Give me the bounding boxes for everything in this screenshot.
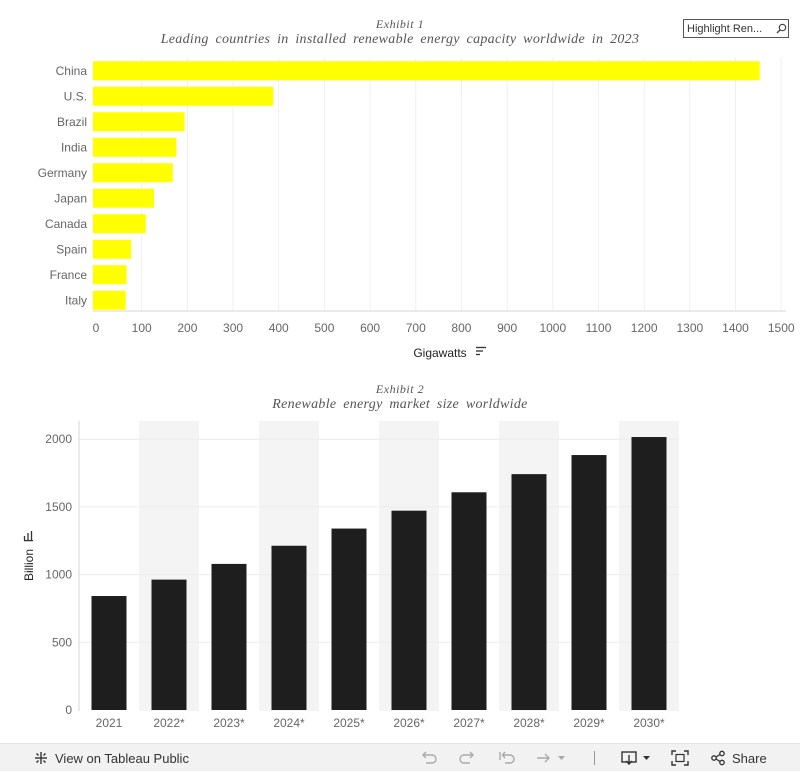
chart-2-bar[interactable] bbox=[391, 510, 427, 710]
fullscreen-icon bbox=[671, 750, 689, 766]
download-button[interactable] bbox=[621, 744, 653, 772]
exhibit-2-number: Exhibit 2 bbox=[375, 382, 425, 396]
refresh-icon bbox=[535, 750, 565, 766]
view-on-tableau-label: View on Tableau Public bbox=[55, 750, 189, 766]
chart-1-category-label: India bbox=[61, 140, 87, 154]
redo-icon bbox=[458, 750, 476, 766]
chart-1-category-label: China bbox=[56, 64, 88, 78]
chart-1-x-tick-label: 1500 bbox=[768, 321, 795, 335]
chart-2-y-tick-label: 2000 bbox=[45, 432, 72, 446]
chart-2-bar[interactable] bbox=[331, 528, 367, 710]
chart-1-bar[interactable] bbox=[93, 137, 177, 157]
chart-1-title: Leading countries in installed renewable… bbox=[160, 32, 640, 47]
chart-1-bar[interactable] bbox=[93, 188, 155, 208]
chart-1-x-tick-label: 800 bbox=[451, 321, 471, 335]
undo-button[interactable] bbox=[420, 744, 438, 772]
chart-1-bar[interactable] bbox=[93, 290, 126, 310]
exhibit-2-header: Exhibit 2 Renewable energy market size w… bbox=[0, 382, 800, 413]
fullscreen-button[interactable] bbox=[671, 744, 689, 772]
highlight-search-box[interactable]: Highlight Ren... bbox=[683, 19, 789, 38]
chart-2-bar[interactable] bbox=[91, 595, 127, 710]
chart-1-category-label: Spain bbox=[56, 242, 87, 256]
chart-1-x-tick-label: 0 bbox=[93, 321, 100, 335]
chart-1-x-tick-label: 900 bbox=[497, 321, 517, 335]
chart-2-category-label: 2025* bbox=[333, 716, 365, 730]
chart-1-x-tick-label: 600 bbox=[360, 321, 380, 335]
redo-button[interactable] bbox=[458, 744, 476, 772]
share-label: Share bbox=[732, 750, 767, 766]
chart-2-category-label: 2021 bbox=[96, 716, 123, 730]
chart-1-bar[interactable] bbox=[93, 112, 185, 132]
chart-1-x-tick-label: 700 bbox=[406, 321, 426, 335]
chart-2-bar[interactable] bbox=[151, 579, 187, 710]
chart-2-bar[interactable] bbox=[631, 437, 667, 710]
chart-1-category-label: Brazil bbox=[57, 115, 87, 129]
chart-2-bar[interactable] bbox=[571, 455, 607, 710]
chart-1-bar[interactable] bbox=[93, 239, 132, 259]
chart-1-x-tick-label: 400 bbox=[269, 321, 289, 335]
chart-2-category-label: 2027* bbox=[453, 716, 485, 730]
chart-1-x-tick-label: 100 bbox=[132, 321, 152, 335]
chart-1-x-axis-label: Gigawatts bbox=[413, 346, 466, 360]
chart-2-y-tick-label: 0 bbox=[65, 703, 72, 717]
share-button[interactable]: Share bbox=[710, 744, 767, 772]
chart-1-category-label: Germany bbox=[38, 166, 87, 180]
chart-2-y-tick-label: 500 bbox=[52, 635, 72, 649]
chart-2-category-label: 2030* bbox=[633, 716, 665, 730]
revert-button[interactable] bbox=[498, 744, 516, 772]
chart-2-category-label: 2022* bbox=[153, 716, 185, 730]
chart-1-category-label: Japan bbox=[54, 191, 87, 205]
chart-1-category-label: Italy bbox=[65, 293, 87, 307]
chart-2-title: Renewable energy market size worldwide bbox=[272, 397, 528, 412]
search-icon[interactable] bbox=[774, 22, 788, 36]
tableau-logo-icon bbox=[33, 750, 49, 766]
chart-1-x-tick-label: 1400 bbox=[722, 321, 749, 335]
chart-2-y-axis-label: Billion bbox=[22, 549, 36, 581]
toolbar-divider bbox=[594, 744, 595, 772]
chart-2-bar[interactable] bbox=[451, 492, 487, 710]
chart-2-category-label: 2026* bbox=[393, 716, 425, 730]
undo-icon bbox=[420, 750, 438, 766]
share-icon bbox=[710, 750, 726, 766]
chart-1-capacity-by-country: China U.S. Brazil India Germany Japan Canada Sp… bbox=[38, 58, 795, 360]
chart-2-y-tick-label: 1500 bbox=[45, 500, 72, 514]
chart-2-market-size: 0 500 1000 1500 2000 2021 2022* 2023* 2024* 2025… bbox=[22, 421, 679, 730]
chart-1-category-label: France bbox=[50, 268, 88, 282]
download-icon bbox=[621, 750, 653, 766]
chart-1-x-tick-label: 300 bbox=[223, 321, 243, 335]
chart-1-bar[interactable] bbox=[93, 86, 274, 106]
chart-1-category-label: Canada bbox=[45, 217, 87, 231]
chart-1-x-tick-label: 200 bbox=[177, 321, 197, 335]
chart-2-category-label: 2024* bbox=[273, 716, 305, 730]
exhibit-1-header: Exhibit 1 Leading countries in installed… bbox=[0, 17, 800, 48]
exhibit-1-number: Exhibit 1 bbox=[375, 17, 425, 31]
view-on-tableau-button[interactable]: View on Tableau Public bbox=[33, 744, 189, 772]
chart-2-category-label: 2028* bbox=[513, 716, 545, 730]
chart-1-bar[interactable] bbox=[93, 265, 127, 285]
revert-icon bbox=[498, 750, 516, 766]
chart-2-bar[interactable] bbox=[211, 563, 247, 710]
highlight-search-placeholder: Highlight Ren... bbox=[687, 22, 763, 35]
chart-1-x-tick-label: 1100 bbox=[586, 321, 612, 335]
chart-1-bar[interactable] bbox=[93, 163, 173, 183]
chart-1-x-tick-label: 1200 bbox=[631, 321, 658, 335]
chart-2-bar[interactable] bbox=[271, 545, 307, 710]
chart-1-x-tick-label: 1300 bbox=[676, 321, 703, 335]
chart-1-x-tick-label: 1000 bbox=[539, 321, 566, 335]
chart-1-bar[interactable] bbox=[93, 214, 146, 234]
chart-1-category-label: U.S. bbox=[64, 89, 87, 103]
chart-1-x-tick-label: 500 bbox=[314, 321, 334, 335]
chart-2-y-tick-label: 1000 bbox=[45, 568, 72, 582]
chart-1-bar[interactable] bbox=[93, 61, 760, 81]
sort-icon[interactable] bbox=[23, 531, 33, 542]
sort-icon[interactable] bbox=[476, 346, 486, 356]
chart-2-category-label: 2023* bbox=[213, 716, 245, 730]
refresh-button[interactable] bbox=[535, 744, 565, 772]
chart-2-bar[interactable] bbox=[511, 474, 547, 710]
tableau-toolbar: View on Tableau Public bbox=[0, 743, 800, 771]
chart-2-category-label: 2029* bbox=[573, 716, 605, 730]
